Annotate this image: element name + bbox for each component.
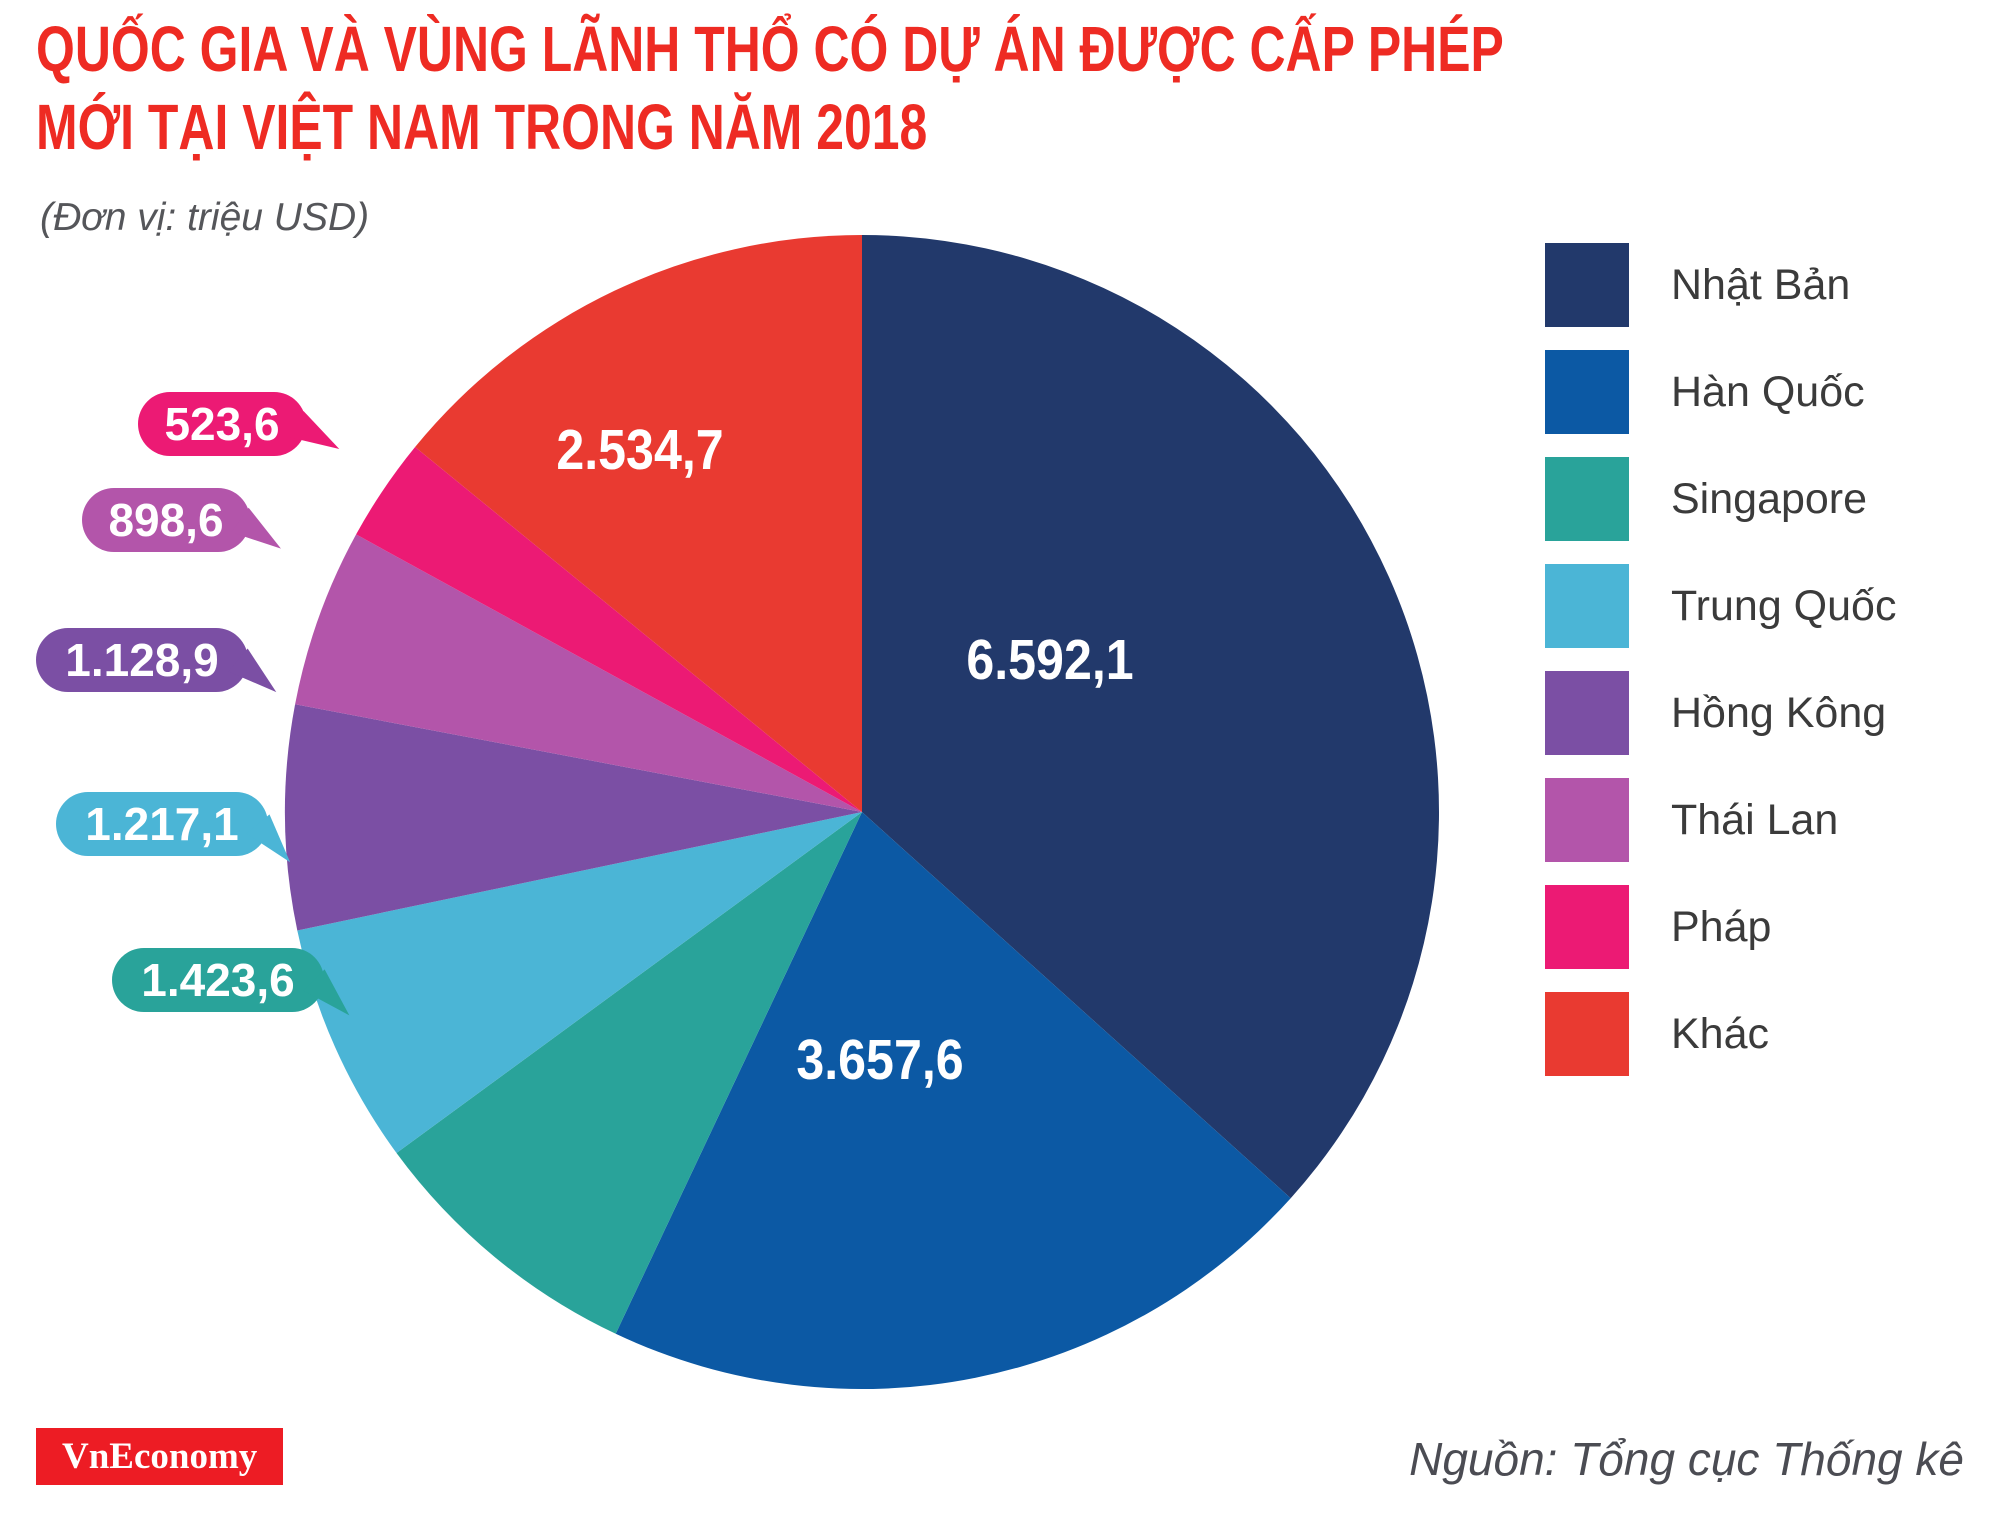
legend-item: Thái Lan	[1545, 778, 1896, 862]
legend-swatch	[1545, 778, 1629, 862]
pie-slice	[295, 534, 863, 812]
legend-label: Nhật Bản	[1671, 260, 1851, 309]
slice-value-label: 3.657,6	[796, 1028, 964, 1092]
legend-swatch	[1545, 350, 1629, 434]
legend-swatch	[1545, 243, 1629, 327]
unit-note: (Đơn vị: triệu USD)	[40, 196, 370, 239]
legend-label: Hàn Quốc	[1671, 367, 1865, 416]
callout-value-label: 1.128,9	[36, 628, 286, 704]
callout-value-text: 523,6	[164, 398, 280, 450]
legend-item: Trung Quốc	[1545, 564, 1896, 648]
brand-logo: VnEconomy	[36, 1428, 284, 1485]
pie-slice	[615, 812, 1291, 1390]
pie-slice	[284, 704, 862, 931]
slice-value-label: 6.592,1	[966, 628, 1134, 692]
callout-value-text: 1.423,6	[141, 954, 295, 1006]
legend-swatch	[1545, 457, 1629, 541]
callout-value-label: 1.423,6	[112, 948, 360, 1026]
pie-slice	[396, 812, 862, 1334]
pie-slice	[415, 234, 862, 812]
callout-value-text: 1.217,1	[85, 798, 239, 850]
legend-item: Pháp	[1545, 885, 1896, 969]
legend-item: Khác	[1545, 992, 1896, 1076]
legend-item: Hàn Quốc	[1545, 350, 1896, 434]
callout-value-label: 523,6	[138, 392, 347, 462]
legend-item: Singapore	[1545, 457, 1896, 541]
legend-item: Nhật Bản	[1545, 243, 1896, 327]
legend-label: Trung Quốc	[1671, 581, 1897, 630]
legend: Nhật Bản Hàn Quốc Singapore Trung Quốc Hồng …	[1545, 243, 1896, 1076]
page-title: QUỐC GIA VÀ VÙNG LÃNH THỔ CÓ DỰ ÁN ĐƯỢC …	[36, 13, 1503, 164]
legend-item: Hồng Kông	[1545, 671, 1896, 755]
pie-slice	[356, 447, 862, 812]
legend-label: Khác	[1671, 1009, 1770, 1058]
callout-value-text: 898,6	[108, 494, 224, 546]
pie-slice	[862, 235, 1440, 1199]
legend-label: Singapore	[1671, 474, 1868, 523]
legend-swatch	[1545, 992, 1629, 1076]
slice-value-label: 2.534,7	[556, 418, 724, 482]
callout-value-text: 1.128,9	[65, 634, 219, 686]
legend-swatch	[1545, 564, 1629, 648]
legend-swatch	[1545, 671, 1629, 755]
legend-label: Pháp	[1671, 902, 1772, 951]
legend-label: Thái Lan	[1671, 795, 1839, 844]
legend-label: Hồng Kông	[1671, 688, 1887, 737]
callout-value-label: 1.217,1	[56, 792, 302, 872]
source-note: Nguồn: Tổng cục Thống kê	[1409, 1433, 1964, 1485]
callout-value-label: 898,6	[82, 488, 290, 561]
legend-swatch	[1545, 885, 1629, 969]
pie-slice	[297, 812, 862, 1153]
